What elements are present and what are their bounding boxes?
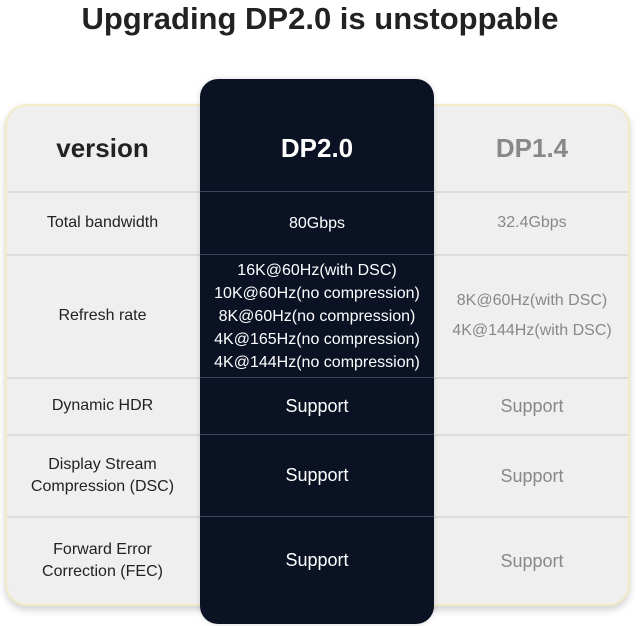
cell-old: Support — [434, 517, 630, 604]
cell-new: Support — [200, 435, 434, 516]
cell-old: 8K@60Hz(with DSC) 4K@144Hz(with DSC) — [434, 255, 630, 377]
cell-text: Dynamic HDR — [51, 397, 154, 414]
header-dp14: DP1.4 — [495, 133, 569, 163]
row-divider — [200, 516, 434, 517]
cell-new: Support — [200, 378, 434, 434]
cell-text: 32.4Gbps — [497, 214, 567, 231]
cell-text: Correction (FEC) — [42, 562, 163, 580]
cell-label: Display Stream Compression (DSC) — [5, 435, 200, 516]
cell-text: 8K@60Hz(no compression) — [218, 307, 416, 325]
cell-text: Total bandwidth — [46, 214, 159, 231]
cell-text: Support — [500, 465, 564, 486]
cell-label: Dynamic HDR — [5, 378, 200, 434]
cell-new: 80Gbps — [200, 192, 434, 254]
cell-text: 80Gbps — [288, 214, 346, 232]
cell-label: Forward Error Correction (FEC) — [5, 517, 200, 604]
cell-text: Support — [285, 395, 349, 416]
cell-text: 10K@60Hz(no compression) — [214, 284, 420, 302]
dp20-highlight-column — [200, 79, 434, 624]
cell-text: 4K@165Hz(no compression) — [214, 330, 420, 348]
cell-text: 4K@144Hz(no compression) — [214, 353, 420, 371]
cell-label: Refresh rate — [5, 255, 200, 377]
cell-text: 4K@144Hz(with DSC) — [452, 322, 612, 339]
cell-new: 16K@60Hz(with DSC) 10K@60Hz(no compressio… — [200, 255, 434, 377]
page-title: Upgrading DP2.0 is unstoppable — [81, 1, 559, 36]
cell-text: 8K@60Hz(with DSC) — [456, 292, 608, 309]
cell-new: Support — [200, 517, 434, 604]
header-dp20: DP2.0 — [280, 132, 354, 163]
cell-text: Refresh rate — [58, 307, 147, 324]
cell-old: 32.4Gbps — [434, 192, 630, 254]
cell-text: 16K@60Hz(with DSC) — [237, 261, 397, 279]
cell-text: Display Stream — [48, 455, 157, 473]
cell-text: Support — [500, 396, 564, 416]
row-divider — [200, 191, 434, 192]
row-divider — [200, 434, 434, 435]
cell-text: Compression (DSC) — [30, 477, 175, 495]
header-version: version — [56, 133, 149, 163]
cell-old: Support — [434, 378, 630, 434]
cell-text: Support — [500, 550, 564, 571]
cell-old: Support — [434, 435, 630, 516]
cell-text: Forward Error — [53, 540, 152, 558]
cell-label: Total bandwidth — [5, 192, 200, 254]
cell-text: Support — [285, 550, 349, 570]
row-divider — [200, 254, 434, 255]
row-divider — [200, 377, 434, 378]
cell-text: Support — [285, 465, 349, 485]
